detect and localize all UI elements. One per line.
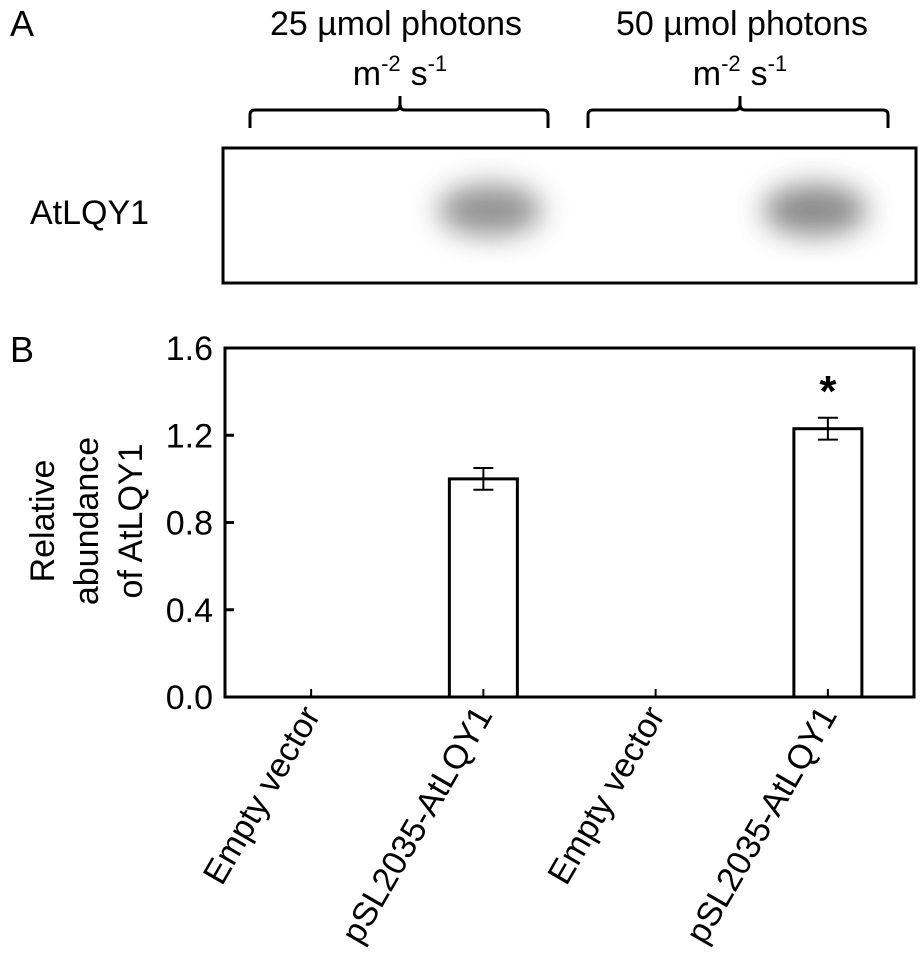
x-tick-label: Empty vector: [540, 700, 672, 891]
condition-2-title: 50 µmol photons: [616, 5, 868, 43]
y-tick-label: 1.6: [166, 330, 213, 368]
bar: [447, 477, 519, 699]
x-tick-label: pSL2035-AtLQY1: [679, 700, 845, 950]
significance-marker: *: [819, 367, 837, 416]
blot-band: [438, 184, 542, 236]
condition-2-unit: m-2 s-1: [693, 51, 787, 93]
x-tick-label: pSL2035-AtLQY1: [334, 700, 500, 950]
condition-1-exp-s: -1: [428, 51, 448, 76]
y-tick-label: 0.8: [166, 505, 213, 543]
condition-1-unit: m-2 s-1: [353, 51, 447, 93]
y-axis-label-line3: of AtLQY1: [112, 444, 150, 599]
bars: *: [310, 367, 864, 699]
y-axis-label-line1: Relative: [24, 460, 62, 583]
y-axis-label-line2: abundance: [68, 437, 106, 605]
condition-1-exp-m: -2: [381, 51, 401, 76]
condition-1-title: 25 µmol photons: [270, 5, 522, 43]
blot-band: [763, 184, 867, 236]
x-tick-label: Empty vector: [196, 700, 328, 891]
condition-2-unit-m: m: [693, 55, 721, 93]
x-axis: Empty vector pSL2035-AtLQY1 Empty vector pS…: [196, 700, 845, 950]
error-bar: [817, 416, 838, 441]
blot-label: AtLQY1: [30, 194, 149, 232]
condition-1-unit-m: m: [353, 55, 381, 93]
condition-2-exp-m: -2: [721, 51, 741, 76]
y-tick-label: 0.4: [166, 592, 213, 630]
condition-2-unit-s: s: [751, 55, 768, 93]
panel-b-label: B: [10, 329, 34, 370]
bracket-condition-2: [586, 103, 890, 128]
y-axis-label: Relative abundance of AtLQY1: [24, 437, 150, 605]
y-tick-label: 1.2: [166, 417, 213, 455]
y-axis: 0.0 0.4 0.8 1.2 1.6: [166, 330, 234, 717]
bar: [792, 427, 864, 699]
blot-bands: [438, 184, 867, 236]
condition-2-exp-s: -1: [768, 51, 788, 76]
error-bar: [473, 466, 494, 491]
condition-1-unit-s: s: [411, 55, 428, 93]
y-tick-label: 0.0: [166, 679, 213, 717]
panel-a-label: A: [10, 3, 34, 44]
